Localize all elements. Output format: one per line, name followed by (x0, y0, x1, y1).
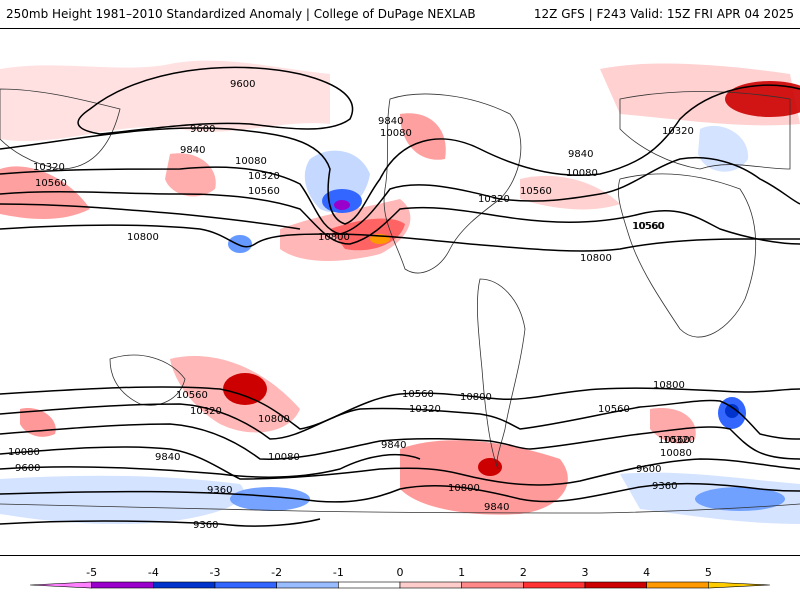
contour-label: 10560 (248, 186, 280, 197)
anomaly-negative-area (230, 487, 310, 511)
contour-label: 10320 (190, 406, 222, 417)
colorbar-segment (91, 581, 154, 589)
height-contours (0, 66, 800, 527)
colorbar-tick-label: 1 (458, 566, 465, 579)
colorbar-tick-label: -5 (86, 566, 97, 579)
contour-label: 10560 (598, 404, 630, 415)
colorbar-ticks: -5 -4 -3 -2 -1 0 1 2 3 4 5 (86, 566, 712, 579)
colorbar-segment (29, 581, 92, 589)
contour-label: 10320 (248, 171, 280, 182)
anomaly-negative-area (228, 235, 252, 253)
contour-label: 9840 (381, 440, 406, 451)
contour-label: 10080 (380, 128, 412, 139)
contour-label: 10080 (235, 156, 267, 167)
colorbar-tick-label: -4 (148, 566, 159, 579)
anomaly-negative-core (725, 404, 739, 418)
colorbar-tick-label: -3 (210, 566, 221, 579)
contour-label: 10080 (268, 452, 300, 463)
colorbar-segment (708, 581, 771, 589)
contour-label: 9600 (636, 464, 661, 475)
contour-label: 9360 (207, 485, 232, 496)
colorbar-segments (29, 581, 771, 589)
anomaly-negative-area (0, 475, 244, 524)
contour-label: 9600 (230, 79, 255, 90)
contour-label: 9360 (652, 481, 677, 492)
colorbar-segment (523, 581, 586, 589)
anomaly-positive-area (650, 408, 696, 444)
colorbar-tick-label: -1 (333, 566, 344, 579)
anomaly-positive-area (400, 440, 568, 515)
colorbar-segment (153, 581, 216, 589)
contour-label: 9840 (155, 452, 180, 463)
colorbar-segment (461, 581, 524, 589)
anomaly-positive-core (478, 458, 502, 476)
anomaly-positive-area (400, 113, 446, 160)
colorbar-segment (646, 581, 709, 589)
anomaly-negative-area (695, 487, 785, 511)
anomaly-negative-area (698, 125, 749, 172)
colorbar-tick-label: 2 (520, 566, 527, 579)
anomaly-positive-core (223, 373, 267, 405)
map-panel: 9600 9600 9840 9840 10080 10080 10320 10… (0, 28, 800, 556)
colorbar-segment (276, 581, 339, 589)
contour-label: 10800 (318, 232, 350, 243)
colorbar-segment (338, 581, 401, 589)
model-run-label: 12Z GFS | F243 Valid: 15Z FRI APR 04 202… (533, 7, 794, 21)
contour-label: 9840 (378, 116, 403, 127)
contour-label: 10320 (663, 435, 695, 446)
contour-label: 10560 (632, 221, 664, 232)
contour-label: 10560 (35, 178, 67, 189)
contour-label: 10080 (566, 168, 598, 179)
colorbar-tick-label: 4 (643, 566, 650, 579)
map-title: 250mb Height 1981–2010 Standardized Anom… (6, 7, 476, 21)
contour-label: 10800 (258, 414, 290, 425)
contour-label: 10560 (520, 186, 552, 197)
contour-label: 10800 (460, 392, 492, 403)
header: 250mb Height 1981–2010 Standardized Anom… (0, 0, 800, 28)
anomaly-positive-area (725, 81, 800, 117)
contour-label: 9360 (193, 520, 218, 531)
colorbar: -5 -4 -3 -2 -1 0 1 2 3 4 5 (0, 556, 800, 600)
contour-label: 9600 (15, 463, 40, 474)
contour-label: 10800 (448, 483, 480, 494)
colorbar-segment (399, 581, 462, 589)
colorbar-svg: -5 -4 -3 -2 -1 0 1 2 3 4 5 (29, 566, 771, 589)
colorbar-segment (214, 581, 277, 589)
colorbar-tick-label: -2 (271, 566, 282, 579)
anomaly-positive-area (0, 60, 330, 142)
contour-label: 10320 (409, 404, 441, 415)
contour-label: 10800 (580, 253, 612, 264)
contour-label: 10080 (8, 447, 40, 458)
colorbar-tick-label: 0 (397, 566, 404, 579)
colorbar-tick-label: 3 (582, 566, 589, 579)
contour-label: 10320 (662, 126, 694, 137)
contour-label: 10560 (402, 389, 434, 400)
contour-label: 10560 (658, 435, 690, 446)
anomaly-shading (0, 60, 800, 524)
coastlines (0, 88, 800, 514)
contour-label: 10560 (176, 390, 208, 401)
contour-labels: 9600 9600 9840 9840 10080 10080 10320 10… (8, 79, 695, 531)
contour-label: 10320 (33, 162, 65, 173)
contour-label: 9600 (190, 124, 215, 135)
anomaly-positive-area (165, 153, 216, 197)
anomaly-negative-core (334, 200, 350, 210)
contour-label: 9840 (568, 149, 593, 160)
contour-label: 9840 (180, 145, 205, 156)
colorbar-segment (584, 581, 647, 589)
contour-label: 10320 (478, 194, 510, 205)
contour-label: 10800 (127, 232, 159, 243)
contour-label: 9840 (484, 502, 509, 513)
contour-label: 10800 (653, 380, 685, 391)
contour-label: 10080 (660, 448, 692, 459)
colorbar-tick-label: 5 (705, 566, 712, 579)
map-svg: 9600 9600 9840 9840 10080 10080 10320 10… (0, 60, 800, 531)
contour-label: 10560 (633, 221, 665, 232)
